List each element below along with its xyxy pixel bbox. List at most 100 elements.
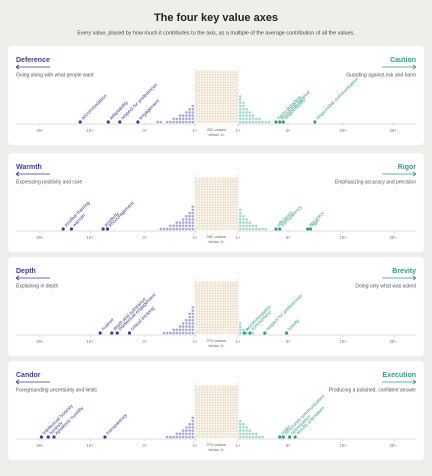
center-dot bbox=[211, 97, 214, 99]
center-dot bbox=[217, 112, 219, 115]
center-dot bbox=[204, 178, 206, 180]
center-dot bbox=[222, 180, 224, 183]
center-dot bbox=[209, 282, 211, 284]
stack-dot bbox=[258, 117, 261, 121]
center-dot bbox=[224, 404, 227, 407]
center-dot bbox=[211, 399, 214, 401]
center-dot bbox=[227, 329, 229, 331]
right-stack bbox=[248, 111, 252, 124]
center-dot bbox=[227, 99, 229, 102]
center-dot bbox=[201, 81, 203, 84]
center-dot bbox=[217, 427, 219, 430]
center-dot bbox=[211, 217, 214, 219]
center-dot bbox=[201, 110, 203, 112]
center-dot bbox=[196, 94, 198, 97]
center-dot bbox=[198, 201, 201, 204]
center-dot bbox=[217, 297, 219, 300]
center-dot bbox=[224, 326, 227, 329]
center-dot bbox=[201, 193, 203, 196]
center-dot bbox=[227, 225, 229, 227]
center-dot bbox=[198, 435, 201, 438]
center-dot bbox=[204, 404, 206, 407]
center-dot bbox=[209, 89, 211, 91]
center-dot bbox=[206, 212, 209, 214]
center-dot bbox=[217, 206, 219, 209]
center-dot bbox=[198, 102, 201, 104]
stack-dot bbox=[191, 325, 195, 328]
center-dot bbox=[230, 97, 232, 99]
center-dot bbox=[209, 326, 211, 329]
center-dot bbox=[235, 303, 237, 305]
center-dot bbox=[211, 386, 214, 388]
right-stack bbox=[242, 101, 245, 124]
stack-dot bbox=[172, 224, 175, 228]
center-dot bbox=[209, 227, 211, 230]
center-dot bbox=[217, 310, 219, 313]
center-dot bbox=[227, 217, 229, 219]
center-dot bbox=[201, 386, 203, 388]
center-dot bbox=[224, 107, 227, 110]
center-dot bbox=[217, 227, 219, 230]
right-description: Emphasizing accuracy and precision bbox=[335, 179, 416, 185]
center-dot bbox=[209, 178, 211, 180]
center-dot bbox=[198, 420, 201, 422]
center-dot bbox=[204, 425, 206, 427]
center-dot bbox=[224, 71, 227, 73]
center-dot bbox=[222, 212, 224, 214]
center-dot bbox=[230, 73, 232, 76]
center-dot bbox=[209, 110, 211, 112]
center-dot bbox=[209, 321, 211, 323]
center-dot bbox=[201, 321, 203, 323]
center-dot bbox=[214, 292, 216, 295]
center-dot bbox=[224, 183, 227, 185]
center-dot bbox=[209, 206, 211, 209]
center-dot bbox=[198, 427, 201, 430]
right-stack bbox=[254, 432, 258, 439]
center-dot bbox=[219, 196, 222, 198]
labeled-point bbox=[136, 120, 140, 124]
stack-dot bbox=[188, 107, 191, 111]
stack-dot bbox=[188, 331, 191, 335]
center-dot bbox=[206, 435, 209, 438]
left-stack bbox=[156, 120, 159, 124]
center-dot bbox=[222, 391, 224, 394]
center-dot bbox=[209, 120, 211, 123]
center-dot bbox=[235, 399, 237, 401]
center-dot bbox=[211, 86, 214, 89]
center-dot bbox=[217, 303, 219, 305]
center-dot bbox=[219, 112, 222, 115]
center-dot bbox=[222, 92, 224, 94]
stack-dot bbox=[238, 328, 242, 332]
center-dot bbox=[219, 435, 222, 438]
center-dot bbox=[196, 73, 198, 76]
stack-dot bbox=[191, 104, 195, 108]
center-dot bbox=[214, 284, 216, 287]
center-dot bbox=[227, 310, 229, 313]
center-dot bbox=[206, 303, 209, 305]
center-dot bbox=[211, 105, 214, 107]
right-stack bbox=[258, 435, 261, 439]
stack-dot bbox=[175, 221, 179, 224]
center-dot bbox=[227, 76, 229, 78]
center-dot bbox=[224, 401, 227, 404]
center-dot bbox=[224, 412, 227, 414]
center-dot bbox=[222, 209, 224, 211]
center-dot bbox=[227, 73, 229, 76]
chart-title: The four key value axes bbox=[154, 12, 278, 24]
center-dot bbox=[219, 225, 222, 227]
center-dot bbox=[217, 323, 219, 326]
center-dot bbox=[235, 222, 237, 224]
center-dot bbox=[235, 313, 237, 316]
center-dot bbox=[204, 323, 206, 326]
center-dot bbox=[196, 303, 198, 305]
center-dot bbox=[211, 71, 214, 73]
center-dot bbox=[224, 193, 227, 196]
center-dot bbox=[217, 225, 219, 227]
center-dot bbox=[206, 199, 209, 201]
center-dot bbox=[196, 404, 198, 407]
center-dot bbox=[209, 196, 211, 198]
center-dot bbox=[206, 388, 209, 391]
center-dot bbox=[211, 89, 214, 91]
center-dot bbox=[232, 284, 235, 287]
stack-dot bbox=[191, 117, 195, 121]
